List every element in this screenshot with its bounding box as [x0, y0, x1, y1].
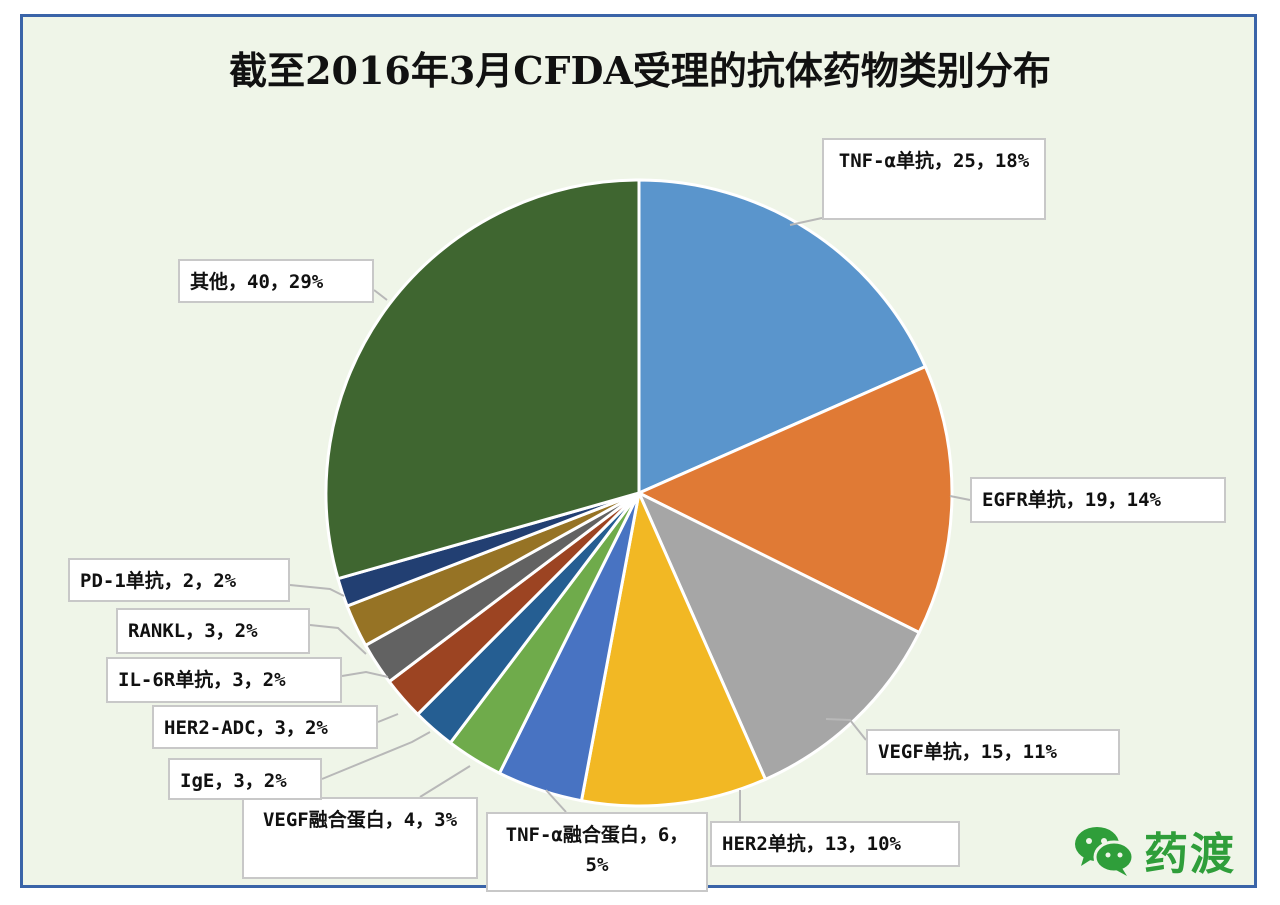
- leader-line: [949, 495, 971, 501]
- pie-slice: [579, 487, 768, 808]
- data-label: HER2-ADC，3，2%: [152, 705, 378, 749]
- leader-line: [545, 789, 567, 813]
- pie-slice: [635, 489, 922, 782]
- data-label: TNF-α融合蛋白，6，5%: [486, 812, 708, 892]
- data-label: VEGF融合蛋白，4，3%: [242, 797, 478, 879]
- leader-line: [289, 584, 345, 597]
- chart-title: 截至2016年3月CFDA受理的抗体药物类别分布: [229, 48, 1051, 93]
- leader-line: [377, 713, 399, 723]
- data-label: HER2单抗，13，10%: [710, 821, 960, 867]
- leader-line: [309, 624, 367, 655]
- data-label: EGFR单抗，19，14%: [970, 477, 1226, 523]
- pie-slice: [635, 364, 954, 635]
- data-label: RANKL，3，2%: [116, 608, 310, 654]
- leader-line: [373, 289, 388, 301]
- pie-slice: [324, 178, 641, 581]
- wechat-icon: [1075, 827, 1135, 876]
- data-label: IgE，3，2%: [168, 758, 322, 800]
- data-label: IL-6R单抗，3，2%: [106, 657, 342, 703]
- watermark: 药渡: [1072, 818, 1236, 882]
- leader-line: [825, 718, 867, 741]
- leader-line: [341, 670, 389, 678]
- data-label: 其他，40，29%: [178, 259, 374, 303]
- data-label: TNF-α单抗，25，18%: [822, 138, 1046, 220]
- pie-slice: [637, 178, 928, 496]
- data-label: PD-1单抗，2，2%: [68, 558, 290, 602]
- leader-line: [789, 217, 823, 226]
- leader-line: [419, 765, 471, 798]
- watermark-text: 药渡: [1144, 829, 1236, 880]
- data-label: VEGF单抗，15，11%: [866, 729, 1120, 775]
- leader-line: [321, 731, 431, 780]
